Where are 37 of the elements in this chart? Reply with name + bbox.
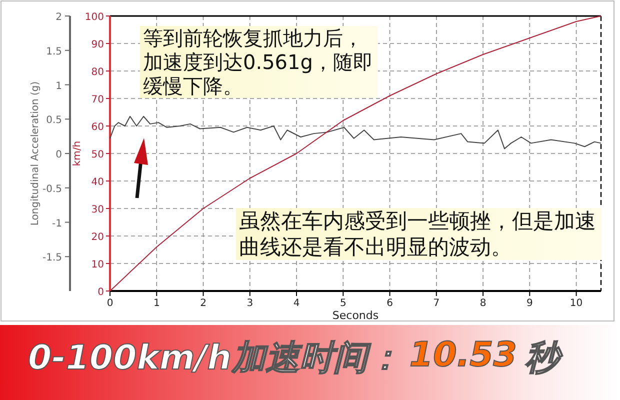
y2-tick-label: 100 bbox=[84, 12, 104, 23]
x-axis-title: Seconds bbox=[332, 309, 379, 322]
x-tick-label: 5 bbox=[340, 298, 346, 309]
y2-axis-title: km/h bbox=[72, 140, 83, 166]
y2-tick-label: 40 bbox=[91, 177, 104, 188]
x-tick-label: 4 bbox=[293, 298, 300, 309]
x-tick-label: 9 bbox=[526, 298, 533, 309]
y2-tick-label: 10 bbox=[91, 260, 104, 270]
y-tick-label: 0.5 bbox=[46, 115, 62, 126]
y2-tick-label: 0 bbox=[98, 287, 104, 298]
x-tick-label: 8 bbox=[480, 298, 486, 309]
y-tick-label: 2 bbox=[56, 12, 62, 23]
y2-tick-label: 70 bbox=[91, 94, 104, 106]
x-tick-label: 0 bbox=[106, 298, 114, 309]
y-tick-label: -1.5 bbox=[42, 252, 62, 264]
x-tick-label: 7 bbox=[433, 298, 440, 309]
text: 10.53 bbox=[409, 335, 517, 375]
x-tick-label: 1 bbox=[153, 298, 160, 309]
y-tick-label: -1 bbox=[52, 218, 62, 230]
y2-tick-label: 50 bbox=[91, 150, 104, 160]
x-tick-label: 3 bbox=[246, 298, 254, 309]
y-tick-label: 0 bbox=[56, 150, 62, 160]
y2-tick-label: 60 bbox=[91, 122, 104, 133]
y2-tick-label: 20 bbox=[91, 232, 104, 243]
annotation: 虽然在车内感受到一些顿挫，但是加速曲线还是看不出明显的波动。 bbox=[236, 208, 602, 260]
y-axis-title: Longitudinal Acceleration (g) bbox=[30, 81, 41, 226]
y2-tick-label: 90 bbox=[91, 40, 104, 50]
text: 0-100km/h加速时间： bbox=[28, 337, 402, 380]
x-tick-label: 10 bbox=[570, 298, 583, 309]
annotation: 等到前轮恢复抓地力后，加速度到达0.561g，随即缓慢下降。 bbox=[140, 26, 378, 98]
y-tick-label: 1 bbox=[56, 80, 62, 92]
y2-tick-label: 30 bbox=[91, 204, 104, 216]
y-tick-label: -0.5 bbox=[42, 184, 62, 195]
y2-tick-label: 80 bbox=[91, 67, 104, 78]
y-tick-label: 1.5 bbox=[46, 46, 62, 58]
x-tick-label: 6 bbox=[386, 298, 393, 309]
x-tick-label: 2 bbox=[200, 298, 206, 309]
